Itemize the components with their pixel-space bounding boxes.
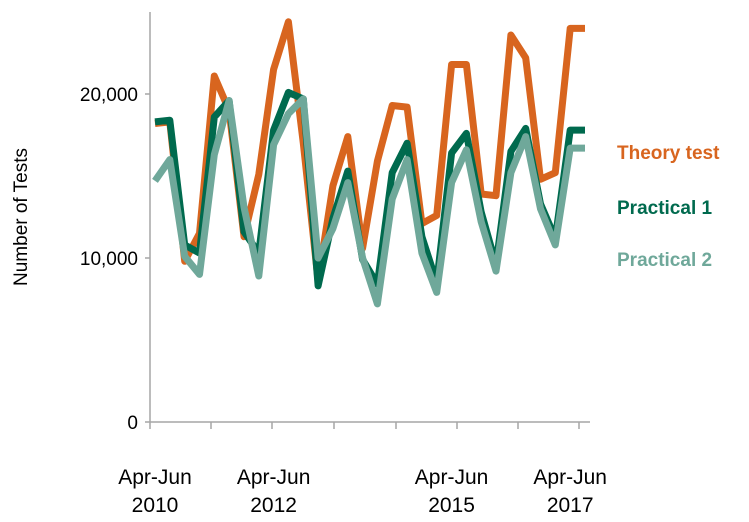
- legend-label-practical-2: Practical 2: [617, 250, 712, 271]
- y-axis-title: Number of Tests: [11, 148, 32, 286]
- x-tick-label: Apr-Jun 2015: [415, 466, 489, 517]
- x-tick-label: Apr-Jun 2012: [237, 466, 311, 517]
- y-tick-label: 10,000: [80, 249, 138, 270]
- y-tick-label: 20,000: [80, 85, 138, 106]
- axes: 0 10,000 20,000 Apr-Jun 2010 Apr-Jun 2012 Apr-J…: [11, 12, 607, 517]
- x-tick-label: Apr-Jun 2010: [118, 466, 192, 517]
- legend-label-practical-1: Practical 1: [617, 198, 712, 219]
- legend: Theory test Practical 1 Practical 2: [617, 143, 720, 271]
- legend-label-theory-test: Theory test: [617, 143, 720, 164]
- series-line-practical-2: [152, 95, 585, 308]
- x-tick-label: Apr-Jun 2017: [533, 466, 607, 517]
- y-tick-label: 0: [127, 413, 138, 434]
- series-lines: [152, 18, 585, 308]
